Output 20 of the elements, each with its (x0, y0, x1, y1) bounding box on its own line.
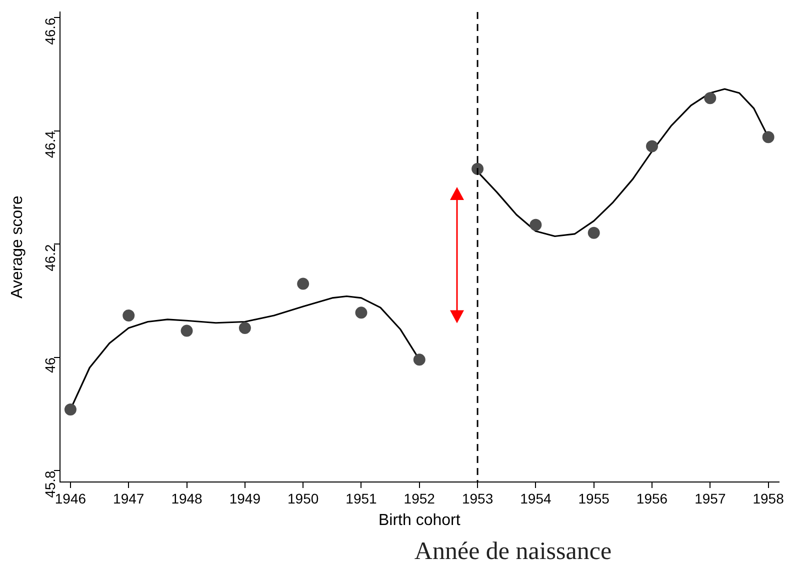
x-tick-label: 1957 (694, 490, 726, 506)
y-axis-title: Average score (9, 195, 26, 298)
x-tick-label: 1953 (462, 490, 494, 506)
x-tick-label: 1956 (636, 490, 668, 506)
x-tick-label: 1954 (520, 490, 552, 506)
text: Année de naissance (413, 538, 613, 566)
y-tick-label: 46.2 (42, 244, 58, 272)
x-tick-label: 1950 (288, 490, 319, 506)
y-tick-label: 46.6 (42, 17, 58, 45)
y-tick-label: 46 (42, 357, 58, 373)
x-tick-label: 1946 (54, 490, 86, 506)
x-tick-label: 1949 (229, 490, 261, 506)
y-tick-label: 46.4 (42, 130, 58, 158)
x-tick-label: 1948 (171, 490, 203, 506)
x-axis-title: Birth cohort (378, 512, 461, 529)
x-tick-label: 1955 (578, 490, 610, 506)
x-tick-label: 1958 (752, 490, 784, 506)
x-tick-label: 1952 (404, 490, 436, 506)
x-tick-label: 1951 (346, 490, 378, 506)
x-tick-label: 1947 (113, 490, 144, 506)
